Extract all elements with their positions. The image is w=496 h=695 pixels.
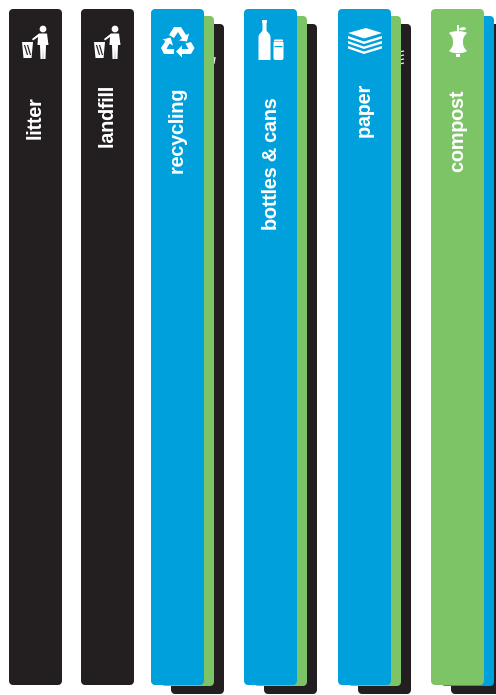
paper-label: paper	[352, 86, 375, 139]
bottles-cans-label: bottles & cans	[258, 98, 281, 232]
landfill-label: landfill	[95, 86, 118, 149]
landfill-strip: landfill	[81, 9, 134, 685]
compost-strip: compost	[431, 9, 484, 685]
paper-strip: paper	[338, 9, 391, 685]
recycling-arrows-icon	[160, 27, 194, 58]
bottle-and-can-icon	[258, 20, 283, 60]
recycling-strip: recycling	[151, 9, 204, 685]
litter-strip: litter	[9, 9, 62, 685]
apple-core-icon	[448, 25, 467, 57]
paper-stack-icon	[347, 28, 382, 54]
bottles-cans-strip: bottles & cans	[244, 9, 297, 685]
litter-label: litter	[23, 99, 46, 141]
person-disposing-trash-icon	[93, 25, 120, 59]
recycling-label: recycling	[165, 89, 188, 175]
person-disposing-trash-icon	[21, 25, 48, 59]
compost-label: compost	[445, 91, 468, 173]
